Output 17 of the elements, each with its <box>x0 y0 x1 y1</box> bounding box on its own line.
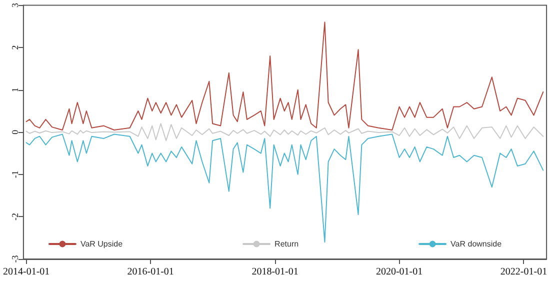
y-tick-label: -1 <box>10 170 20 178</box>
x-tick-label: 2014-01-01 <box>2 266 50 278</box>
y-tick-label: -3 <box>10 254 20 263</box>
x-tick-label: 2016-01-01 <box>127 266 174 278</box>
y-tick-label: -2 <box>10 212 20 220</box>
x-tick-label: 2022-01-01 <box>500 266 548 278</box>
y-tick-label: 0 <box>10 129 20 134</box>
x-tick-label: 2018-01-01 <box>252 266 298 278</box>
line-series <box>26 22 544 131</box>
line-series <box>26 123 544 142</box>
x-tick-label: 2020-01-01 <box>376 266 423 278</box>
y-tick-label: 2 <box>10 45 20 50</box>
legend-label: Return <box>274 240 299 248</box>
legend-label: VaR Upside <box>80 240 124 248</box>
y-tick-label: 1 <box>10 88 20 92</box>
y-tick-label: 3 <box>10 2 20 8</box>
legend-label: VaR downside <box>450 240 502 248</box>
